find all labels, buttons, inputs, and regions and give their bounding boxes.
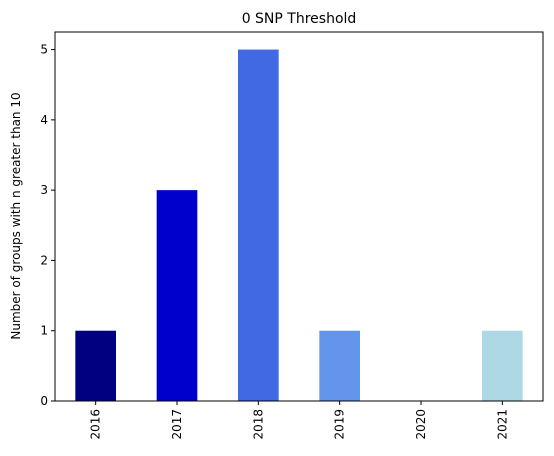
bar-2017 <box>156 190 198 401</box>
bar-2016 <box>75 330 116 401</box>
x-tick-label: 2018 <box>251 409 265 440</box>
y-tick-label: 5 <box>40 43 48 57</box>
bars-group <box>75 49 523 401</box>
y-tick-label: 0 <box>40 394 48 408</box>
y-axis-title: Number of groups with n greater than 10 <box>9 92 23 339</box>
y-tick-label: 4 <box>40 113 48 127</box>
x-tick-label: 2021 <box>495 409 509 440</box>
chart-title: 0 SNP Threshold <box>242 11 357 27</box>
x-tick-label: 2019 <box>333 409 347 440</box>
y-axis: 0 1 2 3 4 5 <box>40 43 55 408</box>
bar-2021 <box>482 330 523 401</box>
x-axis: 2016 2017 2018 2019 2020 2021 <box>89 401 509 440</box>
x-tick-label: 2016 <box>89 409 103 440</box>
y-tick-label: 2 <box>40 253 48 267</box>
bar-2019 <box>319 330 360 401</box>
bar-2018 <box>238 49 279 401</box>
x-tick-label: 2017 <box>170 409 184 440</box>
x-tick-label: 2020 <box>414 409 428 440</box>
plot-frame <box>54 31 544 402</box>
y-tick-label: 1 <box>40 324 48 338</box>
y-tick-label: 3 <box>40 183 48 197</box>
